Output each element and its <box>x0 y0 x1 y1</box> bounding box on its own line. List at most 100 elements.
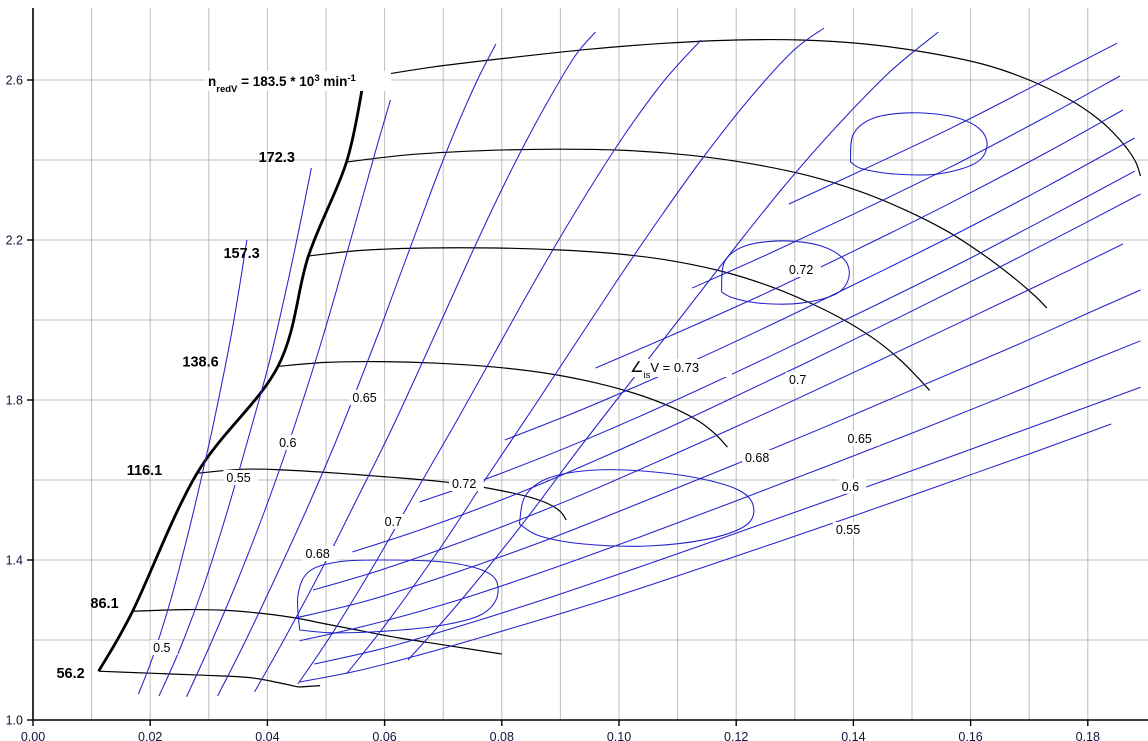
efficiency-label-backdrop <box>150 640 178 655</box>
speed-line <box>308 247 931 391</box>
speed-line <box>98 670 321 688</box>
x-tick-label: 0.10 <box>607 730 631 741</box>
efficiency-contour <box>297 39 702 685</box>
efficiency-contour-label: 0.68 <box>745 451 769 465</box>
speed-symbol: n <box>208 74 216 89</box>
efficiency-label-backdrop <box>448 476 484 491</box>
grid-layer <box>33 8 1148 720</box>
efficiency-contour-label: 0.72 <box>789 263 813 277</box>
efficiency-island <box>849 112 988 176</box>
efficiency-label-backdrop <box>302 546 338 561</box>
efficiency-island <box>721 240 850 305</box>
efficiency-contour <box>352 193 1141 553</box>
speed-line-label: 56.2 <box>56 666 84 682</box>
efficiency-title-annotation: ∠isV = 0.73 <box>630 359 699 381</box>
efficiency-contour <box>299 423 1112 683</box>
angle-symbol: ∠ <box>630 359 643 376</box>
speed-line-label: 138.6 <box>182 355 218 371</box>
speed-line-label: 86.1 <box>90 596 118 612</box>
efficiency-island <box>518 469 755 547</box>
surge-line-path <box>97 77 366 672</box>
efficiency-island <box>296 559 499 634</box>
efficiency-title-backdrop <box>626 359 732 377</box>
speed-label-layer: 56.2 86.1 116.1 138.6 157.3 172.3 <box>56 150 294 682</box>
efficiency-value: = 0.73 <box>659 360 699 375</box>
efficiency-contour-label: 0.68 <box>305 547 329 561</box>
efficiency-contour <box>346 27 825 675</box>
efficiency-label-layer: 0.5 0.55 0.6 0.65 0.68 0.7 0.72 0.72 0.7 0.68 0.65… <box>150 262 880 655</box>
x-tick-label: 0.00 <box>21 730 45 741</box>
efficiency-contour <box>217 43 497 697</box>
x-tick-label: 0.14 <box>841 730 865 741</box>
efficiency-contour <box>692 75 1121 289</box>
speed-subscript: redV <box>216 84 238 95</box>
efficiency-contour <box>788 42 1118 205</box>
efficiency-contour <box>186 99 391 698</box>
efficiency-contour-label: 0.6 <box>279 436 296 450</box>
speed-title-annotation: nredV = 183.5 * 103 min-1 <box>208 73 357 95</box>
efficiency-contour-label: 0.65 <box>352 391 376 405</box>
efficiency-contour <box>137 239 248 695</box>
efficiency-contour <box>254 31 596 693</box>
x-tick-label: 0.12 <box>724 730 748 741</box>
efficiency-contour-label: 0.55 <box>836 523 860 537</box>
annotation-layer: nredV = 183.5 * 103 min-1 ∠isV = 0.73 <box>205 71 732 381</box>
speed-line <box>363 38 1142 177</box>
efficiency-label-backdrop <box>349 390 385 405</box>
efficiency-contour-label: 0.65 <box>848 432 872 446</box>
speed-line <box>346 148 1048 309</box>
x-tick-label: 0.02 <box>138 730 162 741</box>
efficiency-label-backdrop <box>381 514 410 529</box>
y-tick-label: 2.6 <box>6 74 23 88</box>
efficiency-label-backdrop <box>844 430 880 446</box>
efficiency-contour <box>595 109 1124 369</box>
efficiency-label-backdrop <box>785 372 814 387</box>
speed-exponent: 3 <box>314 73 319 84</box>
efficiency-contour-label: 0.55 <box>226 471 250 485</box>
efficiency-contour <box>299 340 1141 642</box>
efficiency-contour <box>504 137 1135 441</box>
speed-line <box>277 360 728 448</box>
speed-line-label: 172.3 <box>259 150 295 166</box>
efficiency-contour-label: 0.72 <box>452 477 476 491</box>
efficiency-label-backdrop <box>741 450 777 465</box>
efficiency-contour <box>407 31 939 661</box>
efficiency-label-backdrop <box>832 522 868 537</box>
speed-line-label: 116.1 <box>127 463 163 479</box>
efficiency-contour-label: 0.5 <box>153 641 170 655</box>
efficiency-contour-layer <box>137 27 1141 698</box>
y-tick-label: 1.0 <box>6 714 23 728</box>
x-tick-label: 0.06 <box>372 730 396 741</box>
efficiency-label-backdrop <box>223 470 259 485</box>
y-tick-label: 1.4 <box>6 554 23 568</box>
efficiency-contour <box>158 167 312 697</box>
efficiency-contour-label: 0.6 <box>842 480 859 494</box>
x-tick-label: 0.08 <box>490 730 514 741</box>
efficiency-contour <box>314 386 1141 665</box>
efficiency-contour-label: 0.7 <box>385 515 402 529</box>
x-tick-label: 0.16 <box>958 730 982 741</box>
speed-title-backdrop <box>205 71 391 91</box>
efficiency-contour <box>312 243 1124 591</box>
speed-equals: = 183.5 * 10 <box>237 74 314 89</box>
efficiency-subscript: is <box>643 370 650 381</box>
efficiency-contour <box>419 170 1135 503</box>
y-tick-label: 1.8 <box>6 394 23 408</box>
x-tick-label: 0.18 <box>1076 730 1100 741</box>
y-tick-label: 2.2 <box>6 234 23 248</box>
efficiency-symbol2: V <box>650 360 659 375</box>
efficiency-label-backdrop <box>276 434 304 450</box>
speed-line <box>132 608 502 655</box>
axis-layer <box>27 8 1148 726</box>
efficiency-contour-label: 0.7 <box>789 373 806 387</box>
speed-unit-exponent: -1 <box>347 73 356 84</box>
surge-line <box>97 77 366 672</box>
efficiency-contour <box>295 289 1141 619</box>
efficiency-label-backdrop <box>838 478 867 494</box>
speed-line-label: 157.3 <box>223 246 259 262</box>
x-tick-label: 0.04 <box>255 730 279 741</box>
speed-unit: min <box>320 74 348 89</box>
efficiency-label-backdrop <box>785 262 821 277</box>
speed-line-layer <box>98 38 1142 688</box>
